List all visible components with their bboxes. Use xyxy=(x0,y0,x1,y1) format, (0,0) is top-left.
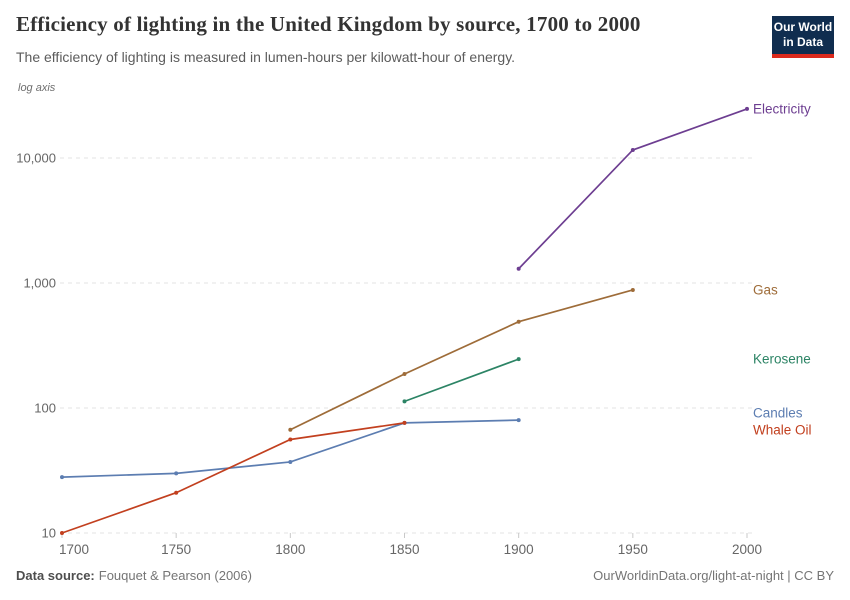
chart-footer: Data source: Fouquet & Pearson (2006) Our… xyxy=(16,568,834,583)
y-tick-label-100: 100 xyxy=(34,401,56,416)
x-tick-label-1850: 1850 xyxy=(389,542,419,557)
data-source-label: Data source: xyxy=(16,568,95,583)
chart-canvas: 10 100 1,000 10,000 1700 1750 1800 1850 1900 1950… xyxy=(16,101,812,557)
data-point-whale-oil-1750 xyxy=(174,490,179,495)
series-label-electricity: Electricity xyxy=(753,101,811,116)
series-line-whale-oil xyxy=(61,422,405,534)
series-label-kerosene: Kerosene xyxy=(753,352,811,367)
series-label-gas: Gas xyxy=(753,282,778,297)
log-axis-note: log axis xyxy=(18,82,56,94)
y-tick-label-10000: 10,000 xyxy=(16,151,56,166)
data-point-gas-1900 xyxy=(516,319,521,324)
data-point-gas-1950 xyxy=(630,287,635,292)
data-point-whale-oil-1850 xyxy=(402,420,407,425)
data-point-candles-1900 xyxy=(516,418,521,423)
x-tick-label-1700: 1700 xyxy=(59,542,89,557)
y-tick-label-10: 10 xyxy=(42,526,56,541)
series-line-kerosene xyxy=(404,358,519,403)
series-line-gas xyxy=(289,289,634,431)
data-point-electricity-1900 xyxy=(516,266,521,271)
x-tick-label-1900: 1900 xyxy=(504,542,534,557)
data-point-gas-1850 xyxy=(402,372,407,377)
owid-logo: Our World in Data xyxy=(772,16,834,58)
series-line-electricity xyxy=(518,108,748,270)
page-subtitle: The efficiency of lighting is measured i… xyxy=(16,49,516,65)
data-source: Data source: Fouquet & Pearson (2006) xyxy=(16,568,252,583)
data-point-candles-1700 xyxy=(60,475,64,480)
data-point-whale-oil-1800 xyxy=(288,437,293,442)
data-point-gas-1800 xyxy=(288,427,293,432)
data-point-whale-oil-1700 xyxy=(60,531,64,535)
x-tick-label-1950: 1950 xyxy=(618,542,648,557)
data-point-kerosene-1900 xyxy=(516,357,521,362)
x-tick-label-2000: 2000 xyxy=(732,542,762,557)
credit-line: OurWorldinData.org/light-at-night | CC B… xyxy=(593,568,834,583)
page-title: Efficiency of lighting in the United Kin… xyxy=(16,12,641,36)
data-point-kerosene-1850 xyxy=(402,399,407,404)
owid-logo-line2: in Data xyxy=(782,35,823,50)
x-tick-label-1800: 1800 xyxy=(275,542,305,557)
data-source-value: Fouquet & Pearson (2006) xyxy=(98,568,252,583)
x-tick-label-1750: 1750 xyxy=(161,542,191,557)
y-tick-label-1000: 1,000 xyxy=(23,276,56,291)
series-label-whale-oil: Whale Oil xyxy=(753,423,812,438)
data-point-electricity-2000 xyxy=(745,106,749,111)
data-point-candles-1800 xyxy=(288,459,293,464)
data-point-electricity-1950 xyxy=(630,147,635,152)
series-label-candles: Candles xyxy=(753,406,803,421)
owid-logo-line1: Our World xyxy=(773,20,833,34)
data-point-candles-1750 xyxy=(174,471,179,476)
